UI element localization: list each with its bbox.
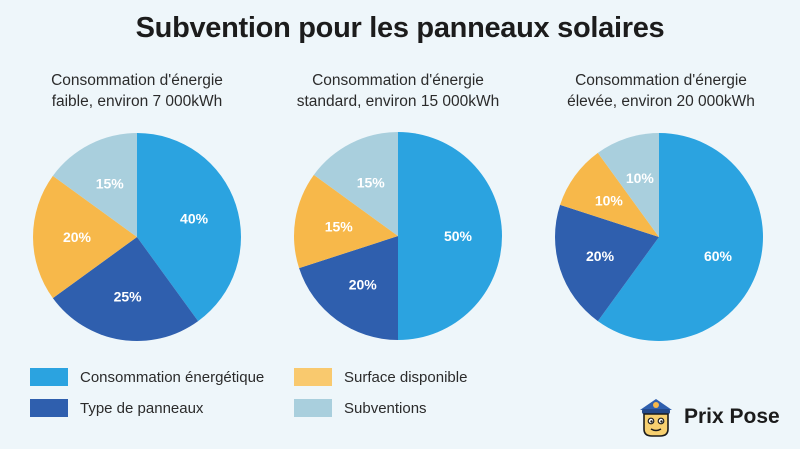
pie-chart-elevee: Consommation d'énergie élevée, environ 2… [541, 70, 781, 341]
legend-label: Type de panneaux [80, 399, 204, 417]
slice-label: 20% [63, 229, 92, 245]
slice-label: 20% [586, 248, 615, 264]
brand-logo: Prix Pose [636, 396, 780, 438]
slice-label: 25% [114, 288, 143, 304]
legend-swatch [30, 368, 68, 386]
brand-name: Prix Pose [684, 405, 780, 428]
legend-label: Consommation énergétique [80, 368, 265, 386]
pie-svg: 40% 25% 20% 15% [33, 133, 242, 341]
slice-surface [560, 152, 659, 237]
chart-subtitle-line1: Consommation d'énergie [312, 72, 484, 89]
legend-label: Subventions [344, 399, 427, 417]
slice-type-panneaux [299, 236, 398, 340]
slice-type-panneaux [52, 237, 199, 341]
slice-label: 15% [96, 176, 125, 192]
pie-chart-standard: Consommation d'énergie standard, environ… [278, 70, 518, 340]
pie-svg: 60% 20% 10%10% [555, 133, 763, 341]
chart-subtitle: Consommation d'énergie élevée, environ 2… [541, 70, 781, 112]
legend-swatch [294, 368, 332, 386]
slice-type-panneaux [555, 204, 659, 322]
slice-label: 50% [444, 228, 473, 244]
slice-label: 60% [704, 248, 733, 264]
slice-label: 10% [626, 170, 655, 186]
slice-subventions [597, 133, 659, 237]
chart-subtitle: Consommation d'énergie faible, environ 7… [17, 70, 257, 112]
slice-subventions [313, 132, 398, 236]
slice-consommation [597, 133, 763, 341]
slice-consommation [137, 133, 242, 322]
legend-swatch [294, 399, 332, 417]
legend-swatch [30, 399, 68, 417]
slice-surface [294, 174, 398, 269]
legend-item-consommation: Consommation énergétique [30, 367, 264, 387]
pie-chart-faible: Consommation d'énergie faible, environ 7… [17, 70, 257, 341]
legend-item-subventions: Subventions [294, 398, 427, 418]
slice-consommation [398, 132, 502, 340]
slice-label: 15% [325, 219, 354, 235]
slice-surface [33, 175, 137, 299]
chart-title: Subvention pour les panneaux solaires [135, 12, 665, 44]
slice-label: 15% [357, 175, 386, 191]
chart-subtitle: Consommation d'énergie standard, environ… [278, 70, 518, 112]
chart-subtitle-line2: faible, environ 7 000kWh [51, 93, 223, 110]
chart-subtitle-line1: Consommation d'énergie [575, 72, 747, 89]
slice-subventions [52, 133, 138, 237]
chart-subtitle-line2: standard, environ 15 000kWh [296, 93, 500, 110]
pie-svg: 50% 20% 15% 15% [294, 132, 502, 340]
slice-label: 20% [349, 277, 378, 293]
legend-item-surface: Surface disponible [294, 367, 467, 387]
slice-label: 40% [180, 210, 209, 226]
mascot-icon [640, 399, 672, 437]
slice-label: 10% [595, 193, 624, 209]
chart-subtitle-line1: Consommation d'énergie [51, 72, 223, 89]
legend-item-type: Type de panneaux [30, 398, 203, 418]
legend-label: Surface disponible [344, 368, 468, 386]
chart-subtitle-line2: élevée, environ 20 000kWh [567, 93, 755, 110]
